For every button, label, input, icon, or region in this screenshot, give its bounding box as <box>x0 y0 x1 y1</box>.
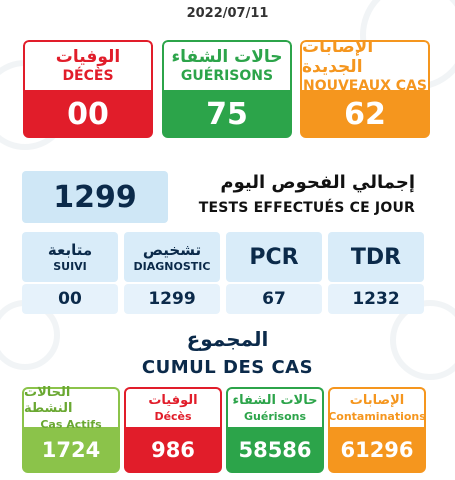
active-cases-card: الحالات النشطة Cas Actifs 1724 <box>22 384 120 473</box>
followup-label-fr: SUIVI <box>53 259 87 273</box>
pcr-header: PCR <box>226 232 322 282</box>
active-cases-label-fr: Cas Actifs <box>40 417 102 431</box>
total-deaths-label-ar: الوفيات <box>148 392 198 408</box>
cumul-label-fr: CUMUL DES CAS <box>141 357 314 378</box>
contaminations-label-fr: Contaminations <box>328 409 426 423</box>
total-deaths-value: 986 <box>124 427 222 473</box>
deaths-value: 00 <box>23 90 153 138</box>
recoveries-label-fr: GUÉRISONS <box>180 68 274 84</box>
followup-label-ar: متابعة <box>47 240 93 259</box>
recoveries-label-ar: حالات الشفاء <box>171 47 283 67</box>
total-recoveries-label-fr: Guérisons <box>244 409 306 423</box>
total-recoveries-card: حالات الشفاء Guérisons 58586 <box>226 387 324 473</box>
followup-header: متابعة SUIVI <box>22 232 118 282</box>
contaminations-label-ar: الإصابات <box>349 392 405 408</box>
diagnostic-value: 1299 <box>124 284 220 314</box>
tdr-header: TDR <box>328 232 424 282</box>
pcr-label: PCR <box>249 244 299 270</box>
new-cases-card: الإصابات الجديدة NOUVEAUX CAS 62 <box>300 40 430 138</box>
new-cases-label-fr: NOUVEAUX CAS <box>302 78 428 94</box>
tests-label-fr: TESTS EFFECTUÉS CE JOUR <box>198 200 415 216</box>
total-recoveries-label-ar: حالات الشفاء <box>232 392 318 408</box>
total-deaths-header: الوفيات Décès <box>124 387 222 427</box>
contaminations-value: 61296 <box>328 427 426 473</box>
tdr-value: 1232 <box>328 284 424 314</box>
diagnostic-label-fr: DIAGNOSTIC <box>133 259 211 273</box>
followup-value: 00 <box>22 284 118 314</box>
total-recoveries-header: حالات الشفاء Guérisons <box>226 387 324 427</box>
tests-label-ar: إجمالي الفحوص اليوم <box>220 172 415 193</box>
tdr-label: TDR <box>350 244 402 270</box>
contaminations-card: الإصابات Contaminations 61296 <box>328 387 426 473</box>
new-cases-value: 62 <box>300 90 430 138</box>
new-cases-label-ar: الإصابات الجديدة <box>302 40 374 77</box>
report-date: 2022/07/11 <box>186 6 269 21</box>
active-cases-label-ar: الحالات النشطة <box>24 384 73 416</box>
active-cases-header: الحالات النشطة Cas Actifs <box>22 384 120 431</box>
new-cases-card-header: الإصابات الجديدة NOUVEAUX CAS <box>300 40 430 94</box>
diagnostic-label-ar: تشخيص <box>142 240 202 259</box>
pcr-value: 67 <box>226 284 322 314</box>
deaths-label-ar: الوفيات <box>55 47 121 67</box>
deaths-card: الوفيات DÉCÈS 00 <box>23 40 153 138</box>
cumul-label-ar: المجموع <box>186 327 269 351</box>
recoveries-card-header: حالات الشفاء GUÉRISONS <box>162 40 292 90</box>
contaminations-header: الإصابات Contaminations <box>328 387 426 427</box>
deaths-card-header: الوفيات DÉCÈS <box>23 40 153 90</box>
deaths-label-fr: DÉCÈS <box>62 68 114 84</box>
total-deaths-card: الوفيات Décès 986 <box>124 387 222 473</box>
tests-total-value: 1299 <box>22 171 168 223</box>
total-deaths-label-fr: Décès <box>154 409 192 423</box>
recoveries-card: حالات الشفاء GUÉRISONS 75 <box>162 40 292 138</box>
recoveries-value: 75 <box>162 90 292 138</box>
total-recoveries-value: 58586 <box>226 427 324 473</box>
active-cases-value: 1724 <box>22 427 120 473</box>
diagnostic-header: تشخيص DIAGNOSTIC <box>124 232 220 282</box>
